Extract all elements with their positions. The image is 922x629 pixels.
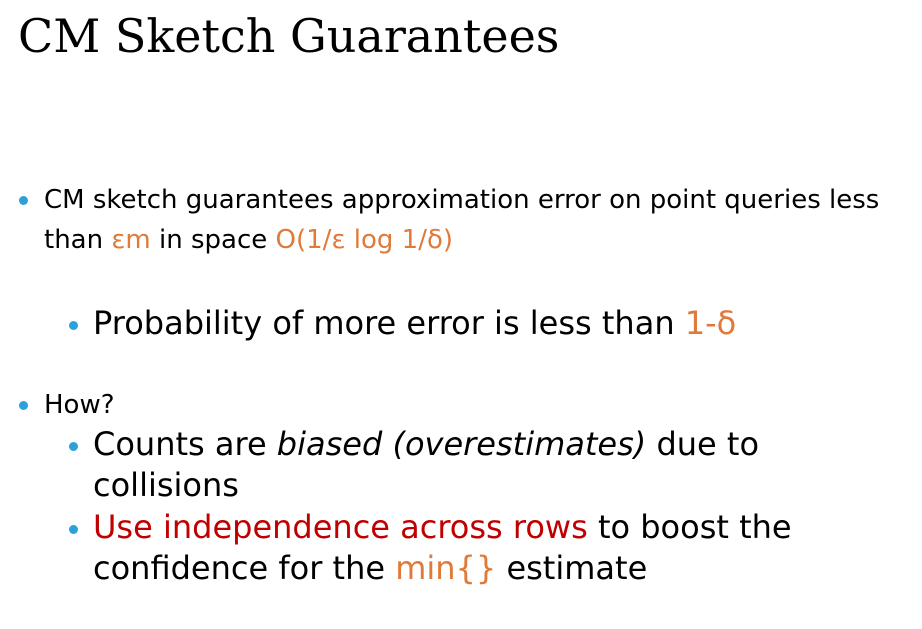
- min-estimate: min{}: [395, 549, 497, 587]
- bullet-text: due to collisions: [93, 425, 760, 504]
- bullet-text: CM sketch guarantees approximation error…: [44, 185, 880, 255]
- bullet-text: in space: [150, 225, 276, 255]
- bullet-text: Counts are: [93, 425, 277, 463]
- bullet-dot-icon: [19, 196, 28, 205]
- bullet-guarantee: CM sketch guarantees approximation error…: [19, 180, 914, 260]
- bullet-dot-icon: [19, 401, 28, 410]
- bullet-dot-icon: [69, 525, 78, 534]
- space-bound: O(1/ε log 1/δ): [275, 225, 454, 255]
- bullet-text: estimate: [496, 549, 648, 587]
- error-bound: εm: [111, 225, 151, 255]
- bullet-independence: Use independence across rows to boost th…: [69, 507, 853, 589]
- bullet-text: Probability of more error is less than: [93, 304, 685, 342]
- bullet-text: to boost the confidence for the: [93, 508, 792, 587]
- bullet-counts-biased: Counts are biased (overestimates) due to…: [69, 424, 813, 506]
- bullet-probability: Probability of more error is less than 1…: [69, 303, 893, 344]
- bullet-dot-icon: [69, 321, 78, 330]
- biased-text: biased (overestimates): [276, 425, 647, 463]
- bullet-text: How?: [44, 390, 115, 420]
- slide-title: CM Sketch Guarantees: [18, 9, 560, 63]
- bullet-how: How?: [19, 385, 914, 425]
- bullet-dot-icon: [69, 442, 78, 451]
- probability-bound: 1-δ: [684, 304, 737, 342]
- independence-text: Use independence across rows: [93, 508, 588, 546]
